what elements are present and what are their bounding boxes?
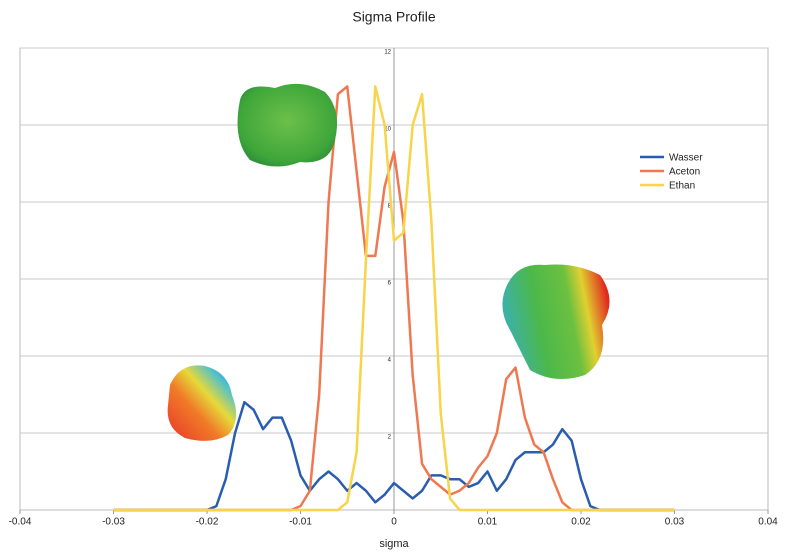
legend-label: Aceton	[669, 167, 700, 178]
molecule-water	[167, 365, 237, 441]
x-tick-label: 0.02	[571, 517, 591, 528]
x-tick-label: -0.01	[289, 517, 312, 528]
legend-label: Ethan	[669, 181, 695, 192]
legend: Wasser Aceton Ethan	[640, 153, 703, 192]
molecule-acetone	[502, 264, 610, 379]
x-tick-label: 0.04	[758, 517, 778, 528]
x-tick-label: -0.03	[102, 517, 125, 528]
x-tick-label: -0.02	[196, 517, 219, 528]
y-tick-label: 12	[384, 50, 391, 56]
x-tick-label: 0	[391, 517, 397, 528]
legend-label: Wasser	[669, 153, 703, 164]
plot-area: 2 4 6 8 10 12 -0.04 -0.03 -0.02 -0.01 0 0.01 0.02 0.0…	[9, 47, 778, 528]
x-axis-label: sigma	[379, 538, 409, 550]
x-tick-label: -0.04	[9, 517, 32, 528]
molecule-images	[167, 83, 610, 441]
y-tick-label: 2	[388, 435, 392, 441]
y-tick-label: 4	[388, 358, 392, 364]
molecule-ethane	[237, 83, 338, 167]
chart-title: Sigma Profile	[352, 9, 435, 25]
y-tick-label: 6	[388, 281, 392, 287]
x-tick-label: 0.03	[665, 517, 685, 528]
series-line	[113, 85, 675, 512]
y-tick-label: 8	[388, 204, 392, 210]
x-tick-label: 0.01	[478, 517, 498, 528]
y-tick-label: 10	[384, 127, 391, 133]
